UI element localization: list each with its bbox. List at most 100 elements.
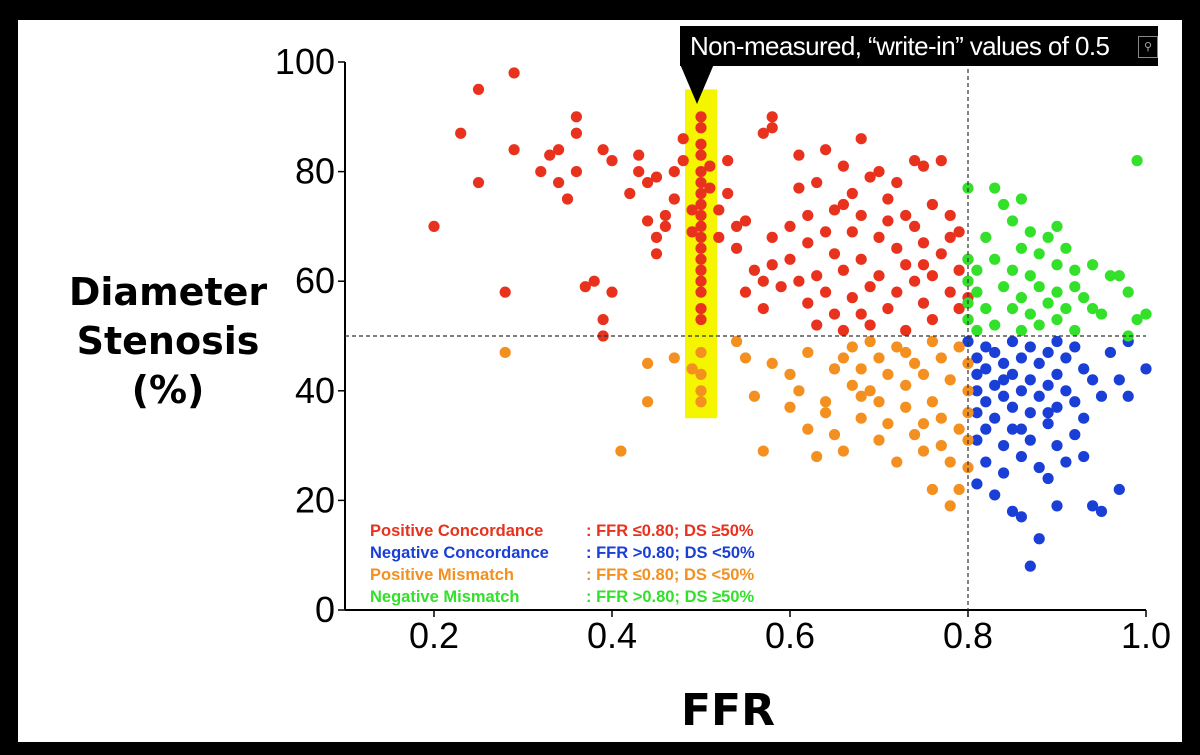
data-point xyxy=(998,390,1010,402)
data-point xyxy=(695,220,707,232)
data-point xyxy=(1060,352,1072,364)
data-point xyxy=(873,270,885,282)
data-point xyxy=(846,187,858,200)
data-point xyxy=(1033,319,1045,331)
data-point xyxy=(633,149,645,161)
data-point xyxy=(677,155,689,167)
data-point xyxy=(1104,346,1116,359)
x-tick-label: 0.4 xyxy=(587,615,637,656)
data-point xyxy=(1015,324,1027,337)
data-point xyxy=(695,264,707,276)
data-point xyxy=(1069,429,1081,441)
data-point xyxy=(1087,259,1099,271)
data-point xyxy=(962,385,974,397)
data-point xyxy=(1024,434,1036,446)
data-point xyxy=(1131,155,1143,167)
data-point xyxy=(811,450,823,463)
data-point xyxy=(731,242,743,254)
y-tick-label: 20 xyxy=(295,479,335,520)
y-axis-label-line: Diameter xyxy=(68,270,268,314)
data-point xyxy=(1042,297,1054,309)
data-point xyxy=(998,374,1010,386)
data-point xyxy=(917,297,930,309)
data-point xyxy=(1024,341,1036,353)
data-point xyxy=(739,352,752,364)
data-point xyxy=(909,429,921,441)
data-point xyxy=(1051,286,1063,298)
data-point xyxy=(828,248,841,260)
data-point xyxy=(642,176,654,189)
data-point xyxy=(802,209,814,222)
data-point xyxy=(659,220,672,232)
y-tick-label: 80 xyxy=(295,151,335,192)
data-point xyxy=(855,209,867,222)
data-point xyxy=(1015,385,1027,397)
data-point xyxy=(882,193,894,205)
data-point xyxy=(1006,303,1019,315)
data-point xyxy=(891,456,903,468)
data-point xyxy=(775,281,787,293)
data-point xyxy=(971,368,983,380)
data-point xyxy=(944,286,956,298)
data-point xyxy=(659,209,672,222)
data-point xyxy=(802,237,814,249)
data-point xyxy=(695,313,707,326)
expand-icon[interactable]: ⚲ xyxy=(1138,36,1158,58)
data-point xyxy=(1078,363,1090,375)
data-point xyxy=(891,176,903,189)
data-point xyxy=(980,456,992,468)
data-point xyxy=(695,166,707,178)
data-point xyxy=(1122,286,1134,298)
data-point xyxy=(695,346,707,359)
data-point xyxy=(855,308,867,320)
figure-panel: 0 20 40 60 80 100 0.2 0.4 0.6 0.8 1.0 Diameter Ste… xyxy=(18,20,1182,742)
data-point xyxy=(828,363,841,375)
data-point xyxy=(944,500,956,512)
data-point xyxy=(891,286,903,298)
data-point xyxy=(864,335,876,348)
data-point xyxy=(1087,500,1099,512)
data-point xyxy=(828,204,841,216)
data-point xyxy=(1024,308,1036,320)
data-point xyxy=(900,324,912,337)
data-point xyxy=(1015,292,1027,304)
data-point xyxy=(695,138,707,150)
data-point xyxy=(828,308,841,320)
data-point xyxy=(989,346,1001,359)
data-point xyxy=(944,374,956,386)
data-point xyxy=(695,303,707,315)
data-point xyxy=(855,253,867,265)
data-point xyxy=(1051,500,1063,512)
data-point xyxy=(1060,385,1072,397)
data-point xyxy=(704,182,716,194)
data-point xyxy=(1042,346,1054,359)
data-point xyxy=(1078,412,1090,424)
data-point xyxy=(1051,440,1063,452)
y-tick-label: 100 xyxy=(275,41,335,82)
data-point xyxy=(1006,335,1019,348)
data-point xyxy=(499,346,511,359)
data-point xyxy=(989,412,1001,424)
data-point xyxy=(926,483,939,496)
data-point xyxy=(900,209,912,222)
data-point xyxy=(962,335,974,348)
data-point xyxy=(757,303,769,315)
data-point xyxy=(971,434,983,446)
data-point xyxy=(998,357,1010,369)
data-point xyxy=(1095,308,1108,320)
data-point xyxy=(1033,533,1045,545)
data-point xyxy=(926,313,939,326)
data-point xyxy=(793,275,805,287)
data-point xyxy=(650,171,663,183)
data-point xyxy=(820,144,832,156)
data-point xyxy=(570,127,583,139)
data-point xyxy=(570,166,583,178)
annotation-callout: Non-measured, “write-in” values of 0.5 xyxy=(680,26,1158,66)
data-point xyxy=(846,379,858,391)
data-point xyxy=(989,253,1001,265)
data-point xyxy=(926,198,939,211)
data-point xyxy=(1060,303,1072,315)
data-point xyxy=(695,253,707,265)
data-point xyxy=(926,270,939,282)
data-point xyxy=(695,396,707,408)
